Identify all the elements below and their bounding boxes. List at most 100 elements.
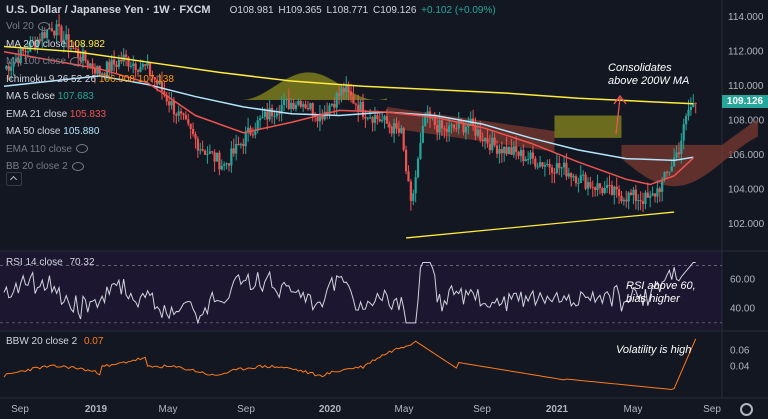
candle-body [321,113,324,120]
candle-body [617,189,621,196]
candle-body [53,30,56,36]
annotation-consolidates: Consolidates above 200W MA [608,62,690,87]
candle-body [527,159,530,161]
candle-body [43,32,46,38]
candle-body [474,125,477,136]
candle-body [318,113,322,122]
legend-item-ma-100-close[interactable]: MA 100 close [6,56,83,68]
candle-body [620,195,623,202]
candle-body [158,81,161,85]
bbw-tick-label: 0.06 [730,346,750,357]
candle-body [450,124,453,126]
candle-body [55,24,58,36]
candle-body [304,104,307,109]
candle-body [414,177,417,194]
candle-body [247,127,250,133]
candle-body [237,143,240,146]
price-tick-label: 112.000 [728,47,764,58]
candle-body [381,120,384,122]
candle-body [292,102,295,110]
price-tick-label: 108.000 [728,116,765,127]
candle-body [352,95,355,104]
candle-body [558,163,561,169]
gear-icon[interactable] [740,403,753,416]
up-arrow-icon [613,94,627,105]
candle-body [440,120,444,129]
candle-body [522,150,525,162]
eye-icon[interactable] [37,21,50,31]
candle-body [574,176,578,184]
candle-body [223,164,226,166]
candle-body [153,77,156,80]
legend-label: MA 50 close [6,126,61,137]
candle-body [680,140,683,155]
candle-body [534,158,537,167]
candle-body [180,111,183,114]
bbw-tick-label: 0.04 [730,361,750,372]
legend-item-bb-20-close-2[interactable]: BB 20 close 2 [6,161,84,173]
candle-body [639,200,642,202]
candle-body [407,171,410,182]
candle-body [572,176,575,178]
candle-body [464,126,468,133]
candle-body [156,79,159,85]
annotation-volatility: Volatility is high [616,344,692,356]
legend-item-ma-50-close[interactable]: MA 50 close 105.880 [6,126,99,138]
candle-body [378,119,381,122]
candle-body [273,116,276,118]
candle-body [127,57,130,67]
series-ma-50-close [3,75,694,162]
legend-item-ma-200-close[interactable]: MA 200 close 108.982 [6,39,105,51]
collapse-legend-button[interactable] [6,172,22,186]
eye-icon[interactable] [71,161,84,171]
candle-body [227,163,231,166]
candle-body [141,64,144,68]
legend-item-ichimoku-9-26-52-26[interactable]: Ichimoku 9 26 52 26 106.908 107.138 [6,74,174,86]
candle-body [416,158,420,178]
candle-body [299,100,302,107]
candle-body [77,49,80,58]
candle-body [172,101,176,115]
candle-body [443,128,446,130]
candle-body [376,115,379,120]
candle-body [632,189,635,196]
candle-body [163,91,166,96]
candle-body [98,66,101,75]
candle-body [536,166,539,168]
eye-icon[interactable] [70,56,83,66]
candle-body [91,63,94,69]
candle-body [582,174,585,176]
candle-body [96,66,99,74]
candle-body [457,120,460,129]
legend-item-ema-21-close[interactable]: EMA 21 close 105.833 [6,109,106,121]
candle-body [615,186,618,190]
candle-body [12,61,15,67]
candle-body [400,128,403,133]
legend-value: 107.683 [54,91,94,102]
candle-body [208,151,211,154]
bbw-value: 0.07 [83,336,104,347]
legend-item-vol-20[interactable]: Vol 20 [6,21,50,33]
candle-body [74,48,77,50]
candle-body [634,189,637,201]
time-tick-label: May [395,404,414,415]
candle-body [302,104,305,107]
candle-body [146,61,149,66]
candle-body [333,103,336,108]
legend-item-ema-110-close[interactable]: EMA 110 close [6,144,88,156]
candle-body [524,159,527,162]
candle-body [34,41,37,49]
candle-body [510,147,513,155]
candle-body [345,85,348,93]
candle-body [481,139,484,142]
candle-body [567,173,570,177]
candle-body [507,147,511,155]
candle-body [50,28,53,31]
eye-icon[interactable] [75,144,88,154]
candle-body [213,152,216,162]
candle-body [404,149,408,172]
ohlc-close: C109.126 [373,5,417,16]
candle-body [517,151,520,156]
legend-item-ma-5-close[interactable]: MA 5 close 107.683 [6,91,94,103]
